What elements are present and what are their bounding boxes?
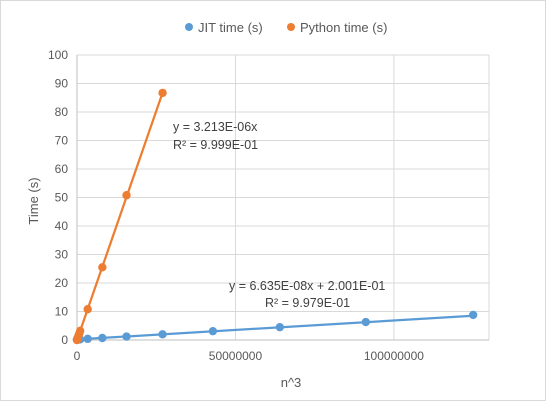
y-tick-label: 70 xyxy=(55,134,69,148)
y-tick-label: 80 xyxy=(55,105,69,119)
x-tick-label: 50000000 xyxy=(209,349,263,363)
legend-marker-jit xyxy=(185,23,193,31)
y-tick-label: 60 xyxy=(55,162,69,176)
y-tick-label: 10 xyxy=(55,305,69,319)
legend: JIT time (s) Python time (s) xyxy=(185,20,387,35)
legend-label-jit: JIT time (s) xyxy=(198,20,263,35)
y-tick-label: 50 xyxy=(55,191,69,205)
legend-label-python: Python time (s) xyxy=(300,20,387,35)
gridlines xyxy=(77,54,490,340)
y-tick-label: 90 xyxy=(55,77,69,91)
jit-trendline-equation: y = 6.635E-08x + 2.001E-01 xyxy=(229,279,385,293)
jit-data-point xyxy=(122,332,131,341)
y-axis-title: Time (s) xyxy=(26,177,41,224)
data-points xyxy=(72,88,478,345)
trendlines xyxy=(75,92,474,341)
python-data-point xyxy=(75,326,85,336)
jit-data-point xyxy=(98,333,107,343)
python-data-point xyxy=(83,305,92,314)
y-tick-label: 40 xyxy=(55,219,69,233)
python-trendline-r2: R² = 9.999E-01 xyxy=(173,138,258,152)
python-trendline xyxy=(75,92,164,341)
jit-data-point xyxy=(275,322,285,332)
trendline-label-jit: y = 6.635E-08x + 2.001E-01 R² = 9.979E-0… xyxy=(229,279,385,310)
legend-marker-python xyxy=(287,23,295,31)
x-tick-label: 0 xyxy=(74,349,81,363)
jit-data-point xyxy=(83,334,92,344)
python-data-point xyxy=(158,88,167,98)
y-tick-label: 0 xyxy=(61,333,68,347)
y-tick-label: 20 xyxy=(55,276,69,290)
jit-data-point xyxy=(158,330,167,339)
y-tick-label: 100 xyxy=(48,48,68,62)
python-data-point xyxy=(122,191,131,200)
tick-labels: 0 10 20 30 40 50 60 70 80 90 100 0 50000000 100000000 xyxy=(48,48,424,363)
x-tick-label: 100000000 xyxy=(364,349,424,363)
y-tick-label: 30 xyxy=(55,248,69,262)
jit-trendline xyxy=(76,314,474,341)
x-axis-title: n^3 xyxy=(281,375,302,390)
python-data-point xyxy=(98,263,107,272)
axes xyxy=(76,55,489,341)
trendline-label-python: y = 3.213E-06x R² = 9.999E-01 xyxy=(173,120,258,152)
jit-data-point xyxy=(208,326,218,336)
python-trendline-equation: y = 3.213E-06x xyxy=(173,120,258,134)
jit-data-point xyxy=(468,310,478,320)
jit-data-point xyxy=(361,317,370,327)
jit-trendline-r2: R² = 9.979E-01 xyxy=(265,296,350,310)
